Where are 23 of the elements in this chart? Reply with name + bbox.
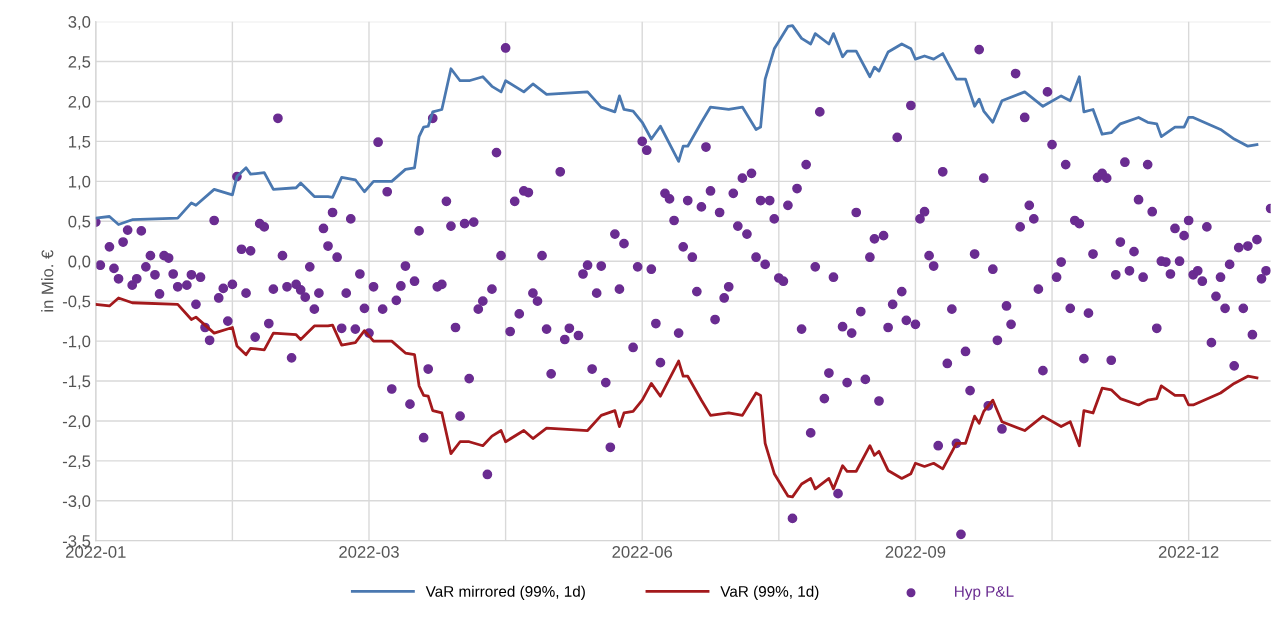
x-tick-label: 2022-09 (885, 546, 946, 558)
y-tick-label: -2,0 (62, 415, 91, 430)
legend-label: VaR mirrored (99%, 1d) (425, 585, 585, 600)
y-tick-label: 3,0 (68, 16, 91, 30)
y-tick-label: 2,0 (68, 95, 91, 110)
y-tick-label: 1,5 (69, 136, 91, 150)
line-series (95, 24, 1259, 226)
y-tick-label: 2,5 (68, 55, 91, 70)
y-tick-label: 1,0 (69, 175, 91, 190)
text: Hyp P&L (955, 586, 1014, 600)
x-tick-label: 2022-03 (339, 546, 399, 558)
line-series (95, 296, 1259, 499)
y-tick-label: -1,0 (62, 335, 91, 350)
x-tick-label: 2022-06 (612, 546, 673, 558)
y-tick-label: 0,5 (68, 215, 91, 230)
y-tick-label: -1,5 (62, 375, 91, 390)
legend-label: VaR (99%, 1d) (720, 585, 819, 600)
x-tick-label: 2022-12 (1158, 546, 1219, 558)
y-axis-title: in Mio. € (41, 249, 54, 312)
y-tick-label: -2,5 (62, 455, 91, 470)
y-tick-label: -0,5 (62, 295, 91, 310)
y-tick-label: -3,0 (62, 495, 91, 509)
y-tick-label: 0,0 (68, 255, 91, 270)
